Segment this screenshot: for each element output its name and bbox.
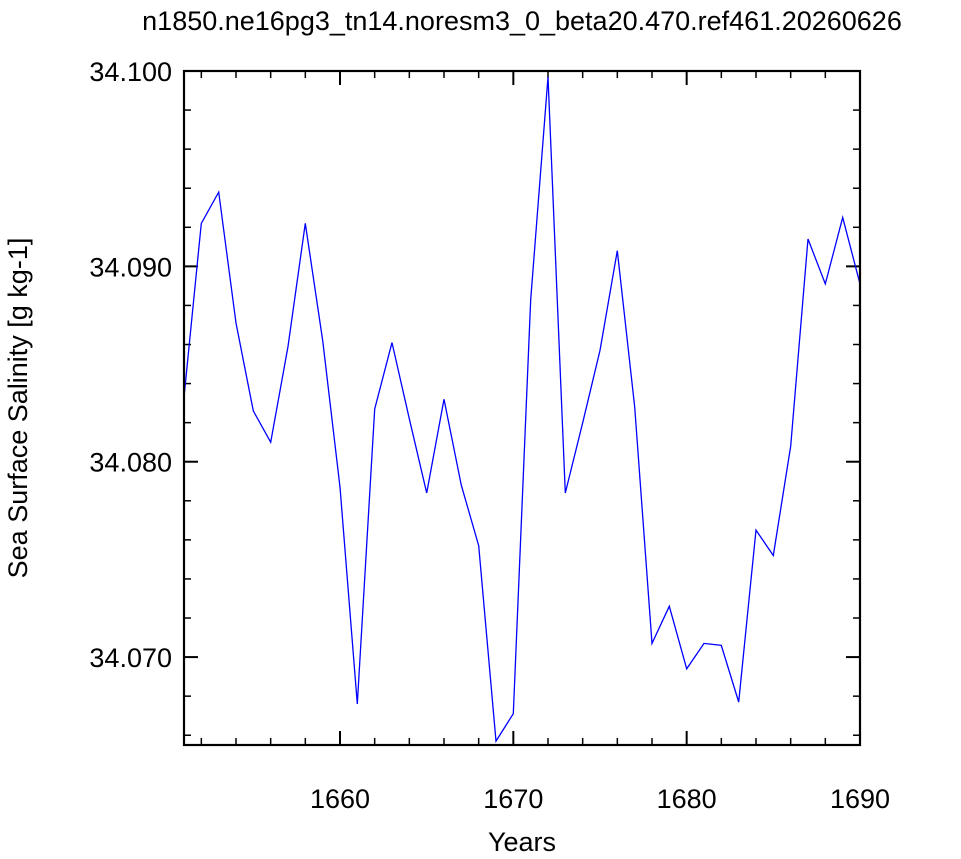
tick-labels-group: 1660 1670 1680 1690 34.070 34.080 34.090 34.100 <box>89 57 890 814</box>
y-tick-label: 34.080 <box>89 448 172 478</box>
x-tick-label: 1690 <box>830 784 890 814</box>
x-tick-label: 1660 <box>310 784 370 814</box>
x-tick-label: 1680 <box>657 784 717 814</box>
y-tick-label: 34.100 <box>89 57 172 87</box>
series-line <box>183 76 861 744</box>
y-tick-label: 34.070 <box>89 643 172 673</box>
x-tick-label: 1670 <box>483 784 543 814</box>
x-axis-label: Years <box>488 827 556 857</box>
chart-title: n1850.ne16pg3_tn14.noresm3_0_beta20.470.… <box>142 6 902 36</box>
ticks-group <box>184 70 861 745</box>
plot-frame <box>182 69 862 747</box>
y-axis-label: Sea Surface Salinity [g kg-1] <box>3 238 33 579</box>
y-tick-label: 34.090 <box>89 252 172 282</box>
